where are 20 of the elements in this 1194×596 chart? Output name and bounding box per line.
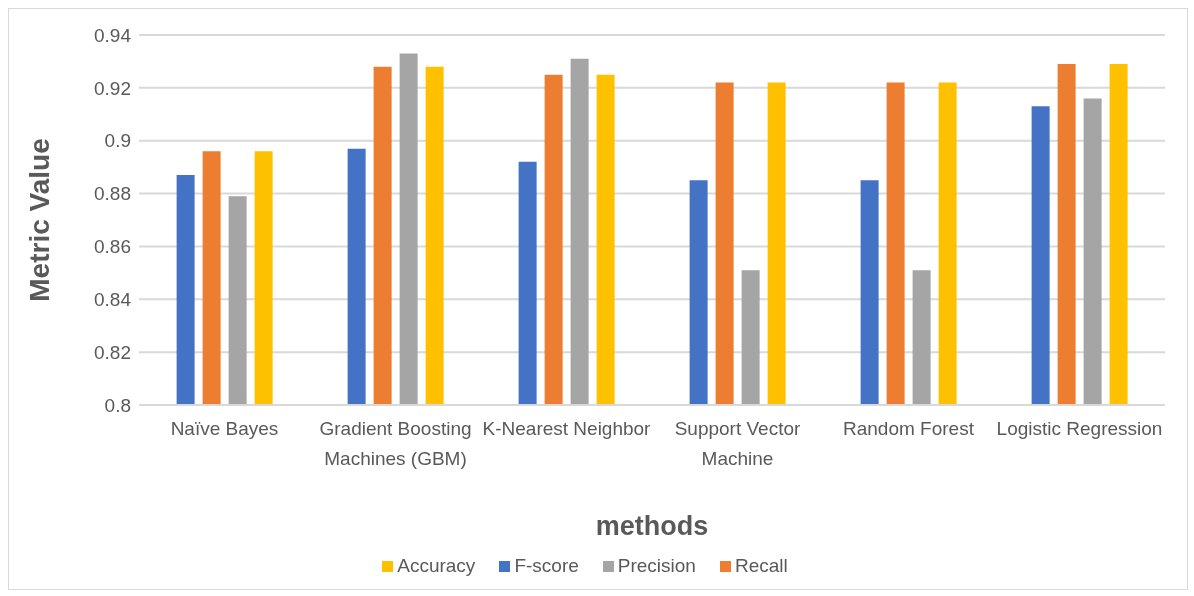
- x-tick-label: K-Nearest Neighbor: [482, 418, 652, 439]
- x-tick-label: Logistic Regression: [996, 418, 1163, 439]
- legend-label: F-score: [514, 555, 579, 576]
- x-tick-label: Gradient Boosting Machines (GBM): [319, 418, 472, 469]
- legend-label: Recall: [734, 555, 788, 576]
- y-tick-label: 0.82: [94, 341, 131, 363]
- x-tick-label: Naïve Bayes: [170, 418, 279, 439]
- x-tick-label: Random Forest: [843, 418, 975, 439]
- legend-label: Accuracy: [397, 555, 476, 576]
- y-tick-label: 0.86: [94, 236, 131, 258]
- y-tick-label: 0.8: [104, 394, 131, 416]
- y-tick-label: 0.9: [104, 130, 131, 152]
- y-tick-label: 0.84: [94, 289, 132, 311]
- y-tick-label: 0.88: [94, 183, 131, 205]
- y-tick-label: 0.92: [94, 77, 131, 99]
- legend-label: Precision: [617, 555, 696, 576]
- x-axis-title: methods: [595, 511, 709, 541]
- y-tick-label: 0.94: [94, 24, 132, 46]
- y-axis-title: Metric Value: [23, 138, 55, 302]
- x-tick-label: Support Vector Machine: [674, 418, 802, 469]
